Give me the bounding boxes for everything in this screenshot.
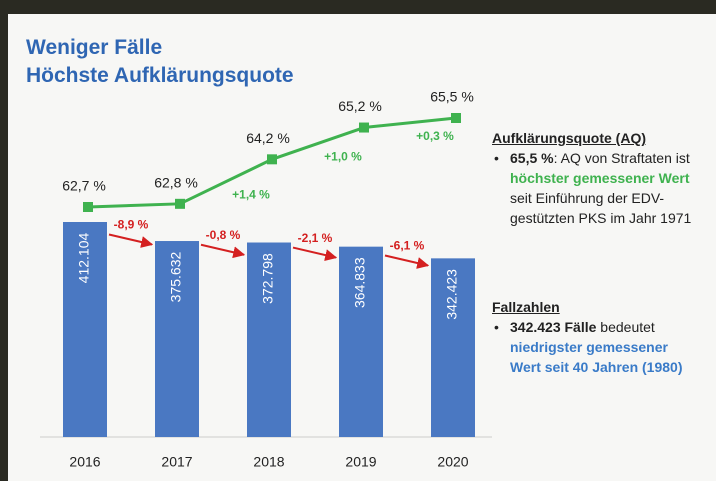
text: bedeutet (596, 319, 654, 335)
text: niedrigster gemessener Wert seit 40 Jahr… (510, 339, 683, 375)
x-tick-label: 2020 (437, 454, 468, 470)
bullet: 65,5 %: AQ von Straftaten ist höchster g… (492, 148, 697, 228)
text: seit Einführung der EDV-gestützten PKS i… (510, 190, 691, 226)
bullet: 342.423 Fälle bedeutet niedrigster gemes… (492, 317, 697, 377)
change-arrow (201, 245, 244, 255)
bar-label: 412.104 (76, 232, 92, 283)
bar-label: 375.632 (168, 252, 184, 303)
change-label: -8,9 % (114, 218, 149, 232)
bar-label: 364.833 (352, 257, 368, 308)
line-marker (83, 202, 93, 212)
text: höchster gemessener Wert (510, 170, 689, 186)
line-marker (175, 199, 185, 209)
change-label: +1,4 % (232, 188, 270, 202)
line-marker (451, 113, 461, 123)
change-arrow (293, 248, 336, 258)
panel-section: Fallzahlen 342.423 Fälle bedeutet niedri… (492, 297, 697, 377)
title: Weniger Fälle (26, 36, 162, 60)
x-tick-label: 2016 (69, 454, 100, 470)
x-tick-label: 2019 (345, 454, 376, 470)
bar-label: 342.423 (444, 269, 460, 320)
x-tick-label: 2017 (161, 454, 192, 470)
change-label: +1,0 % (324, 150, 362, 164)
point-label: 62,8 % (154, 175, 198, 191)
change-label: -2,1 % (298, 231, 333, 245)
page: 2016 2017 2018 2019 2020 412.104 375.632 372.79… (0, 0, 716, 481)
change-arrow (109, 235, 152, 245)
point-label: 65,2 % (338, 98, 382, 114)
point-label: 62,7 % (62, 178, 106, 194)
text: 65,5 % (510, 150, 554, 166)
change-label: +0,3 % (416, 129, 454, 143)
line-marker (267, 154, 277, 164)
heading: Fallzahlen (492, 297, 697, 317)
change-label: -0,8 % (206, 228, 241, 242)
point-label: 64,2 % (246, 130, 290, 146)
heading: Aufklärungsquote (AQ) (492, 128, 697, 148)
x-tick-label: 2018 (253, 454, 284, 470)
text: : AQ von Straftaten ist (554, 150, 690, 166)
point-label: 65,5 % (430, 89, 474, 105)
bar-label: 372.798 (260, 253, 276, 304)
line-marker (359, 123, 369, 133)
change-label: -6,1 % (390, 239, 425, 253)
text: 342.423 Fälle (510, 319, 596, 335)
change-arrow (385, 256, 428, 266)
title: Höchste Aufklärungsquote (26, 64, 294, 88)
panel-section: Aufklärungsquote (AQ) 65,5 %: AQ von Str… (492, 128, 697, 228)
